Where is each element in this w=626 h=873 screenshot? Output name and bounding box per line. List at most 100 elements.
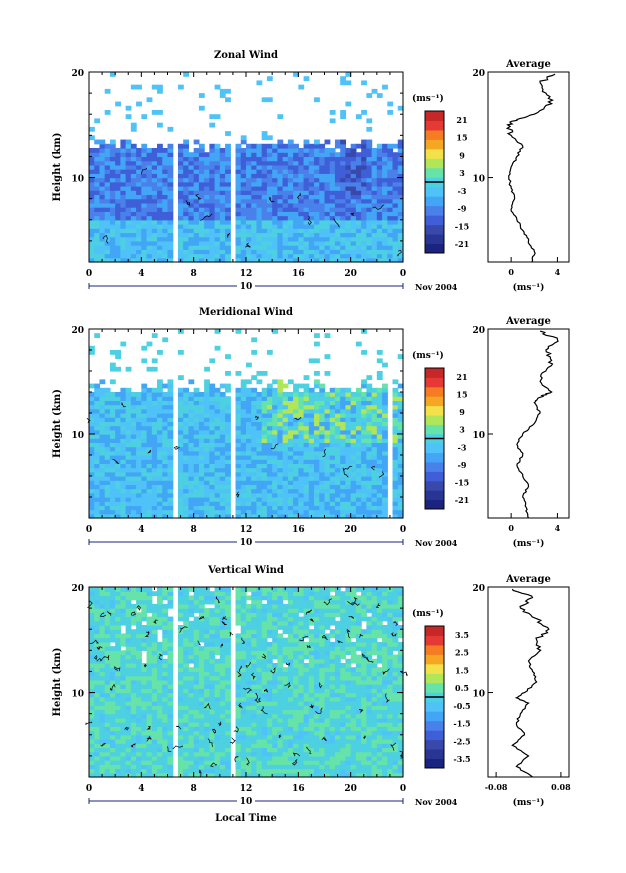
- heatmap-cell: [324, 228, 331, 234]
- heatmap-cell: [303, 497, 310, 502]
- heatmap-cell: [282, 421, 289, 427]
- heatmap-cell: [376, 160, 383, 166]
- heatmap-cell: [303, 236, 310, 242]
- heatmap-cell: [198, 240, 205, 246]
- heatmap-cell: [125, 156, 132, 162]
- heatmap-cell: [371, 245, 378, 250]
- heatmap-cell: [287, 249, 294, 255]
- heatmap-cell: [329, 240, 336, 246]
- heatmap-cell: [225, 383, 231, 389]
- heatmap-cell: [261, 459, 268, 464]
- heatmap-cell: [99, 675, 106, 681]
- heatmap-cell: [136, 442, 142, 448]
- heatmap-cell: [355, 471, 362, 477]
- heatmap-cell: [136, 207, 142, 212]
- heatmap-cell: [256, 186, 263, 191]
- heatmap-cell: [136, 181, 142, 187]
- heatmap-cell: [115, 608, 121, 613]
- heatmap-cell: [104, 492, 111, 498]
- heatmap-cell: [183, 400, 190, 406]
- heatmap-cell: [104, 455, 111, 460]
- heatmap-cell: [136, 245, 142, 250]
- heatmap-cell: [251, 463, 258, 469]
- heatmap-cell: [130, 692, 137, 698]
- heatmap-cell: [397, 215, 404, 221]
- heatmap-cell: [136, 476, 142, 481]
- heatmap-cell: [151, 194, 158, 200]
- heatmap-cell: [314, 211, 320, 217]
- heatmap-cell: [157, 392, 163, 397]
- heatmap-cell: [277, 173, 284, 179]
- heatmap-cell: [104, 595, 111, 601]
- heatmap-cell: [219, 442, 226, 448]
- heatmap-cell: [198, 253, 205, 259]
- heatmap-cell: [209, 625, 216, 630]
- heatmap-cell: [136, 446, 142, 452]
- heatmap-cell: [162, 663, 169, 668]
- heatmap-cell: [303, 224, 310, 229]
- heatmap-cell: [94, 663, 101, 668]
- heatmap-cell: [334, 156, 341, 162]
- heatmap-cell: [376, 442, 383, 448]
- heatmap-cell: [204, 501, 210, 506]
- heatmap-cell: [130, 705, 137, 711]
- heatmap-cell: [329, 224, 336, 229]
- heatmap-cell: [146, 705, 153, 711]
- heatmap-cell: [136, 173, 142, 179]
- heatmap-cell: [214, 429, 221, 435]
- heatmap-cell: [188, 595, 195, 601]
- contour-line: [173, 445, 180, 450]
- heatmap-cell: [314, 421, 320, 427]
- heatmap-cell: [162, 625, 169, 630]
- heatmap-cell: [104, 764, 111, 770]
- heatmap-cell: [151, 591, 158, 597]
- heatmap-cell: [162, 764, 169, 770]
- heatmap-cell: [277, 471, 284, 477]
- heatmap-cell: [193, 637, 200, 643]
- heatmap-cell: [361, 152, 367, 158]
- heatmap-cell: [109, 654, 116, 660]
- heatmap-cell: [167, 713, 174, 719]
- heatmap-cell: [272, 446, 278, 452]
- heatmap-cell: [115, 194, 121, 200]
- heatmap-cell: [183, 404, 190, 410]
- heatmap-cell: [376, 152, 383, 158]
- heatmap-cell: [193, 484, 200, 490]
- heatmap-cell: [209, 675, 216, 681]
- heatmap-cell: [125, 591, 132, 597]
- heatmap-cell: [366, 513, 373, 519]
- heatmap-cell: [340, 450, 347, 456]
- heatmap-cell: [303, 253, 310, 259]
- heatmap-cell: [282, 446, 289, 452]
- heatmap-cell: [125, 713, 132, 719]
- heatmap-cell: [272, 413, 278, 418]
- heatmap-cell: [130, 663, 137, 668]
- heatmap-cell: [115, 641, 121, 647]
- heatmap-cell: [125, 608, 132, 613]
- heatmap-cell: [293, 383, 299, 389]
- heatmap-cell: [130, 739, 137, 744]
- heatmap-cell: [298, 169, 305, 174]
- heatmap-cell: [251, 446, 258, 452]
- heatmap-cell: [94, 387, 101, 393]
- heatmap-cell: [204, 194, 210, 200]
- heatmap-cell: [115, 186, 121, 191]
- heatmap-cell: [345, 484, 352, 490]
- heatmap-cell: [293, 480, 299, 485]
- heatmap-cell: [240, 194, 247, 200]
- heatmap-cell: [146, 152, 153, 158]
- heatmap-cell: [225, 463, 231, 469]
- heatmap-cell: [151, 438, 158, 443]
- heatmap-cell: [136, 751, 142, 757]
- heatmap-cell: [219, 768, 226, 774]
- heatmap-cell: [109, 429, 116, 435]
- heatmap-cell: [261, 177, 268, 183]
- heatmap-cell: [397, 497, 404, 502]
- heatmap-cell: [366, 497, 373, 502]
- heatmap-cell: [298, 160, 305, 166]
- heatmap-cell: [282, 202, 289, 208]
- heatmap-cell: [89, 459, 95, 464]
- heatmap-cell: [298, 232, 305, 238]
- heatmap-cell: [287, 202, 294, 208]
- heatmap-cell: [376, 156, 383, 162]
